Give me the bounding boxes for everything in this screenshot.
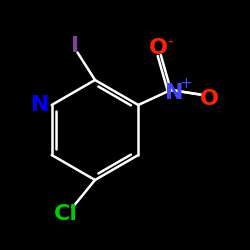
Text: -: - [167,34,172,49]
Text: O: O [200,89,219,109]
Text: N: N [165,82,184,102]
Text: N: N [31,95,50,115]
Text: O: O [149,38,168,58]
Text: I: I [71,36,79,56]
Text: +: + [179,76,192,91]
Text: Cl: Cl [54,204,78,224]
